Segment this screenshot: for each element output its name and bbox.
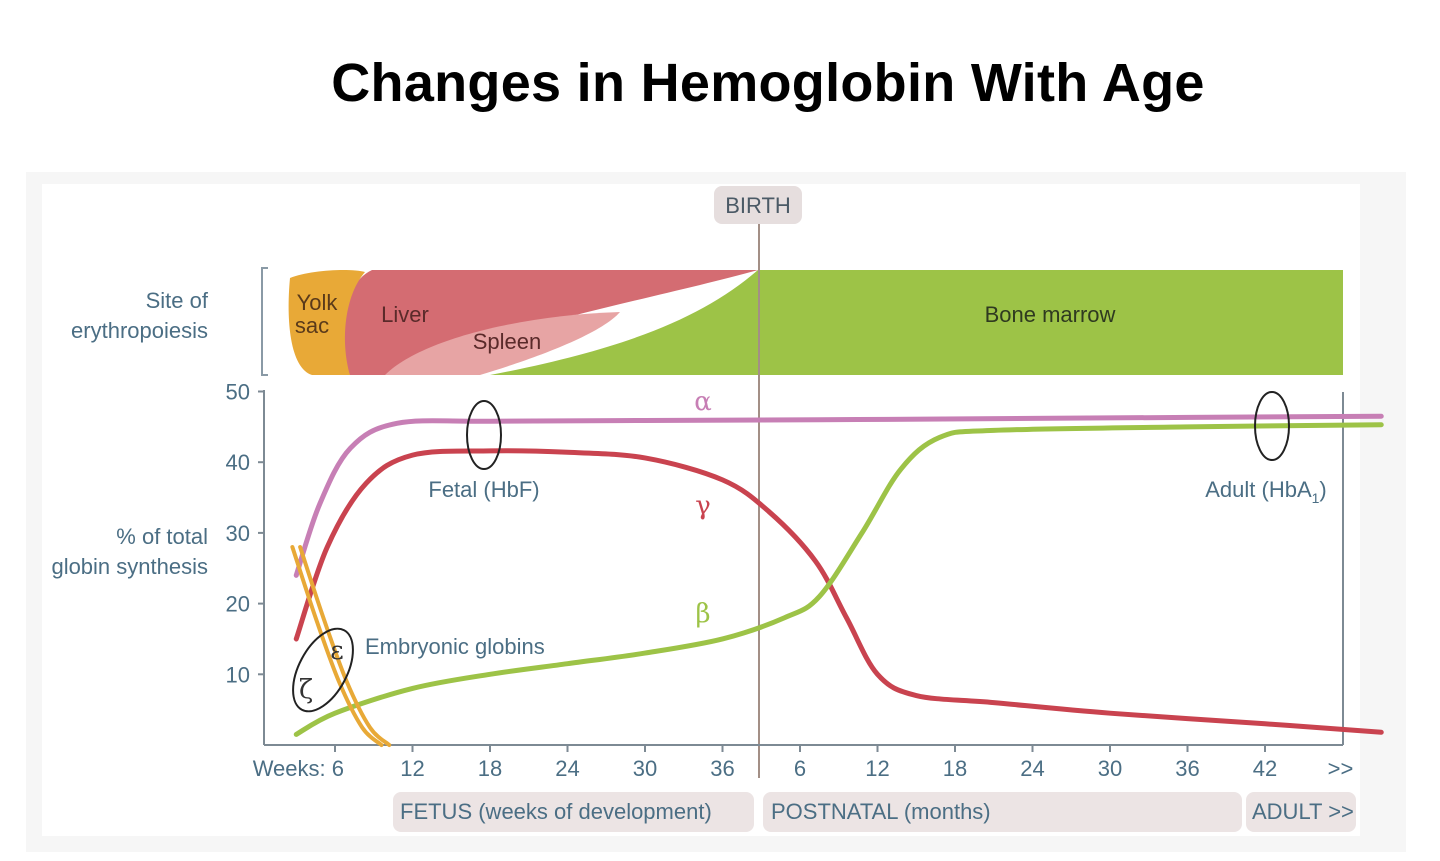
yolk-sac-area: [288, 270, 365, 375]
series-alpha-line: [293, 413, 1384, 578]
y-tick-label: 50: [226, 380, 250, 405]
x-tick-label: 30: [1098, 756, 1122, 781]
page-title: Changes in Hemoglobin With Age: [331, 53, 1205, 113]
adult-annotation: Adult (HbA1): [1205, 477, 1327, 506]
yolk-sac-label-1: Yolk: [297, 290, 339, 315]
birth-label-box: [714, 186, 802, 224]
series-zeta-label: ζ: [299, 675, 313, 705]
y-tick-label: 40: [226, 450, 250, 475]
adult-band: [1246, 792, 1356, 832]
x-tick-label: 42: [1253, 756, 1277, 781]
site-label-line1: Site of: [146, 288, 209, 313]
x-tick-label: 36: [1175, 756, 1199, 781]
y-tick-label: 30: [226, 521, 250, 546]
fetal-marker-ellipse: [466, 400, 502, 470]
yolk-sac-label-2: sac: [295, 313, 329, 338]
spleen-label: Spleen: [473, 329, 542, 354]
series-epsilon-line: [298, 545, 392, 747]
fetus-band-label: FETUS (weeks of development): [400, 799, 712, 824]
liver-label: Liver: [381, 302, 429, 327]
postnatal-band-label: POSTNATAL (months): [771, 799, 991, 824]
site-bracket: [261, 267, 268, 376]
x-tick-label: 24: [1020, 756, 1044, 781]
series-beta-label: β: [695, 599, 710, 629]
fetal-annotation: Fetal (HbF): [428, 477, 539, 502]
x-tick-label: 18: [943, 756, 967, 781]
series-gamma-line: [293, 448, 1384, 735]
series-zeta-line: [290, 545, 384, 747]
x-tick-label: 18: [478, 756, 502, 781]
y-tick-label: 10: [226, 662, 250, 687]
axes: 10 20 30 40 50 Weeks: 6 12 18 24 30 36 6 12 18 24 30 36…: [51, 380, 1353, 782]
x-tick-label: Weeks: 6: [253, 756, 344, 781]
adult-band-label: ADULT >>: [1252, 799, 1354, 824]
spleen-area: [385, 312, 620, 375]
series-gamma-label: γ: [695, 491, 711, 521]
series-alpha-label: α: [694, 387, 712, 417]
series-epsilon-label: ε: [330, 636, 343, 666]
y-axis-label-line1: % of total: [116, 524, 208, 549]
site-label-line2: erythropoiesis: [71, 318, 208, 343]
x-tick-label: 36: [710, 756, 734, 781]
x-tick-label: 12: [865, 756, 889, 781]
birth-marker: BIRTH: [714, 186, 802, 778]
x-tick-label: 30: [633, 756, 657, 781]
y-axis-label-line2: globin synthesis: [51, 554, 208, 579]
annotations: Fetal (HbF) Adult (HbA1) Embryonic globi…: [292, 391, 1327, 713]
erythropoiesis-band: Site of erythropoiesis Yolk sac Liver Sp…: [71, 267, 1343, 376]
birth-label: BIRTH: [725, 193, 791, 218]
period-bands: FETUS (weeks of development) POSTNATAL (…: [393, 792, 1356, 832]
bone-marrow-area: [490, 270, 1343, 375]
x-tick-label: >>: [1328, 756, 1354, 781]
fetus-band: [393, 792, 754, 832]
x-tick-label: 6: [794, 756, 806, 781]
x-tick-label: 12: [400, 756, 424, 781]
bone-marrow-label: Bone marrow: [985, 302, 1116, 327]
series-beta-line: [293, 422, 1384, 737]
embryonic-annotation: Embryonic globins: [365, 634, 545, 659]
postnatal-band: [763, 792, 1242, 832]
adult-marker-ellipse: [1254, 391, 1290, 461]
y-tick-label: 20: [226, 592, 250, 617]
embryonic-marker-ellipse: [292, 627, 354, 713]
x-tick-label: 24: [555, 756, 579, 781]
